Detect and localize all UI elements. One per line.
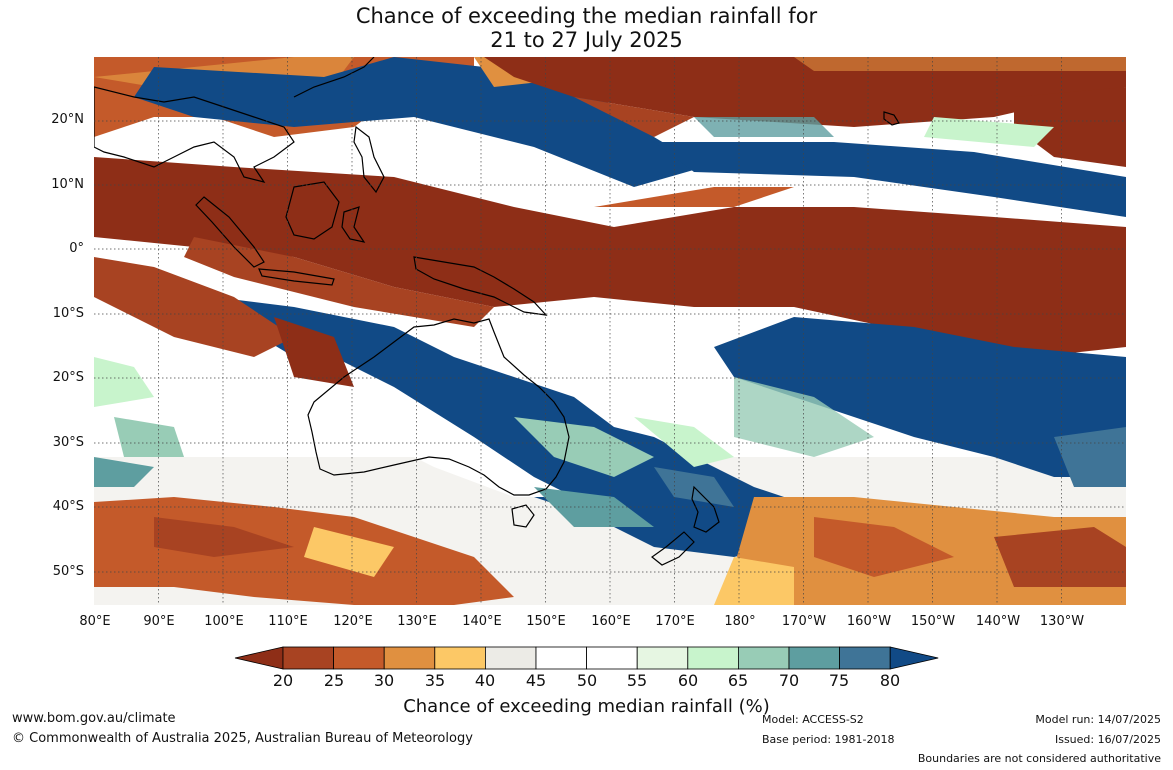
colorbar-segment: [333, 646, 385, 670]
title-line-2: 21 to 27 July 2025: [490, 28, 683, 52]
lat-label-10s: 10°S: [52, 306, 84, 321]
colorbar-tick-75: 75: [828, 671, 850, 690]
colorbar-tick-65: 65: [727, 671, 749, 690]
website-text: www.bom.gov.au/climate: [12, 711, 176, 726]
colorbar-tick-40: 40: [474, 671, 496, 690]
colorbar-extend-high: [889, 646, 939, 670]
model-run-text: Model run: 14/07/2025: [1035, 713, 1161, 726]
colorbar-tick-30: 30: [373, 671, 395, 690]
colorbar-segment: [434, 646, 486, 670]
colorbar-tick-50: 50: [576, 671, 598, 690]
colorbar-tick-60: 60: [677, 671, 699, 690]
colorbar-segment: [687, 646, 739, 670]
colorbar-tick-80: 80: [879, 671, 901, 690]
colorbar-segment: [586, 646, 638, 670]
colorbar-tick-20: 20: [272, 671, 294, 690]
lon-label-130w: 130°W: [1039, 614, 1085, 629]
lat-label-20s: 20°S: [52, 370, 84, 385]
colorbar-segment: [282, 646, 334, 670]
colorbar-segment: [484, 646, 537, 670]
copyright-text: © Commonwealth of Australia 2025, Austra…: [12, 731, 473, 746]
lon-label-170w: 170°W: [781, 614, 827, 629]
rainfall-map: [94, 57, 1126, 605]
colorbar-segment: [788, 646, 840, 670]
colorbar-segment: [839, 646, 891, 670]
lon-label-80e: 80°E: [79, 614, 111, 629]
issued-text: Issued: 16/07/2025: [1054, 733, 1161, 746]
colorbar-tick-25: 25: [323, 671, 345, 690]
lon-label-110e: 110°E: [268, 614, 308, 629]
colorbar-tick-55: 55: [626, 671, 648, 690]
colorbar-title: Chance of exceeding median rainfall (%): [403, 696, 770, 717]
lon-label-160e: 160°E: [591, 614, 631, 629]
lat-label-10n: 10°N: [51, 177, 84, 192]
lon-label-150w: 150°W: [910, 614, 956, 629]
lat-label-30s: 30°S: [52, 435, 84, 450]
colorbar-extend-low: [234, 646, 284, 670]
colorbar-segment: [383, 646, 436, 670]
colorbar-segment: [737, 646, 790, 670]
colorbar: [234, 646, 939, 670]
colorbar-segment: [535, 646, 587, 670]
lon-label-180: 180°: [724, 614, 756, 629]
lat-label-50s: 50°S: [52, 564, 84, 579]
lon-label-120e: 120°E: [333, 614, 373, 629]
title-line-1: Chance of exceeding the median rainfall …: [355, 4, 818, 28]
lon-label-100e: 100°E: [204, 614, 244, 629]
colorbar-segment: [636, 646, 689, 670]
lat-label-20n: 20°N: [51, 112, 84, 127]
map-title: Chance of exceeding the median rainfall …: [0, 4, 1173, 52]
colorbar-tick-35: 35: [424, 671, 446, 690]
lon-label-140e: 140°E: [462, 614, 502, 629]
lat-label-0: 0°: [69, 241, 84, 256]
lat-label-40s: 40°S: [52, 499, 84, 514]
base-period-text: Base period: 1981-2018: [762, 733, 895, 746]
lon-label-140w: 140°W: [975, 614, 1021, 629]
lon-label-130e: 130°E: [397, 614, 437, 629]
lon-label-90e: 90°E: [143, 614, 175, 629]
colorbar-tick-70: 70: [778, 671, 800, 690]
disclaimer-text: Boundaries are not considered authoritat…: [917, 752, 1161, 765]
model-text: Model: ACCESS-S2: [762, 713, 864, 726]
lon-label-150e: 150°E: [526, 614, 566, 629]
lon-label-170e: 170°E: [655, 614, 695, 629]
lon-label-160w: 160°W: [846, 614, 892, 629]
colorbar-tick-45: 45: [525, 671, 547, 690]
